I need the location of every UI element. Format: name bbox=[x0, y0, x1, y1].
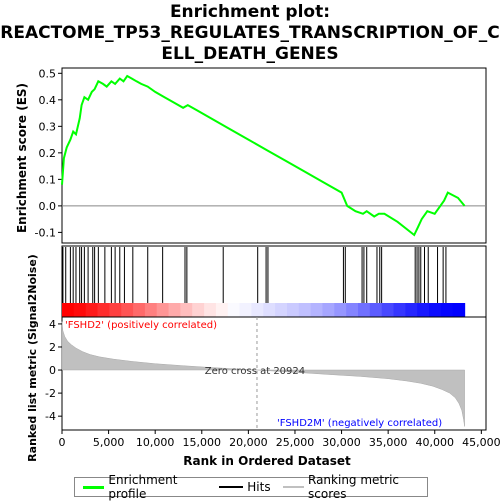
color-bar-bin bbox=[393, 303, 406, 317]
es-plot-frame bbox=[61, 67, 487, 244]
color-bar-bin bbox=[346, 303, 359, 317]
color-bar-bin bbox=[440, 303, 454, 317]
color-bar-bin bbox=[452, 303, 466, 317]
es-y-tick-label: 0.1 bbox=[39, 173, 57, 186]
x-tick-label: 5,000 bbox=[93, 436, 125, 449]
es-y-tick-label: -0.1 bbox=[35, 226, 56, 239]
color-bar-bin bbox=[286, 303, 300, 317]
legend-item-enrichment-profile: Enrichment profile bbox=[83, 473, 207, 501]
chart-title: Enrichment plot: REACTOME_TP53_REGULATES… bbox=[0, 2, 500, 65]
color-bar-bin bbox=[168, 303, 182, 317]
es-axis-title: Enrichment score (ES) bbox=[15, 83, 29, 233]
chart-title-line-1: Enrichment plot: bbox=[169, 2, 331, 22]
color-bar-bin bbox=[251, 303, 264, 317]
legend: Enrichment profile Hits Ranking metric s… bbox=[74, 473, 428, 501]
legend-line-metric-icon bbox=[282, 486, 304, 488]
metric-y-tick-label: 0 bbox=[49, 364, 56, 377]
legend-item-ranking-metric: Ranking metric scores bbox=[282, 473, 427, 501]
color-bar-bin bbox=[310, 303, 324, 317]
negative-correlation-label: 'FSHD2M' (negatively correlated) bbox=[277, 418, 442, 429]
color-bar-bin bbox=[322, 303, 335, 317]
zero-cross-label: Zero cross at 20924 bbox=[205, 366, 305, 377]
color-bar-bin bbox=[417, 303, 430, 317]
positive-correlation-label: 'FSHD2' (positively correlated) bbox=[65, 320, 217, 331]
color-bar-bin bbox=[227, 303, 241, 317]
legend-line-hits-icon bbox=[219, 486, 244, 488]
color-bar-bin bbox=[192, 303, 205, 317]
metric-y-tick-label: -4 bbox=[45, 410, 56, 423]
metric-y-tick-label: 2 bbox=[49, 341, 56, 354]
color-bar-bin bbox=[239, 303, 253, 317]
ranked-metric-panel: -4 -2 0 2 4 0 5,000 10,000 15,000 20,000 25,000 30,… bbox=[45, 316, 500, 449]
color-bar-bin bbox=[429, 303, 442, 317]
color-bar-bin bbox=[144, 303, 158, 317]
color-bar-bin bbox=[73, 303, 87, 317]
color-bar-bin bbox=[180, 303, 193, 317]
enrichment-score-panel: -0.1 0.0 0.1 0.2 0.3 0.4 0.5 bbox=[35, 67, 487, 244]
x-tick-label: 40,000 bbox=[415, 436, 454, 449]
color-bar-bin bbox=[298, 303, 312, 317]
color-bar-bin bbox=[369, 303, 383, 317]
es-y-tick-label: 0.3 bbox=[39, 120, 57, 133]
metric-y-tick-label: -2 bbox=[45, 387, 56, 400]
color-bar-bin bbox=[121, 303, 134, 317]
metric-axis-title: Ranked list metric (Signal2Noise) bbox=[26, 254, 39, 462]
color-bar-bin bbox=[215, 303, 229, 317]
es-y-tick-label: 0.5 bbox=[39, 67, 57, 80]
x-axis-title: Rank in Ordered Dataset bbox=[183, 454, 351, 468]
color-bar-bin bbox=[358, 303, 371, 317]
x-tick-label: 30,000 bbox=[322, 436, 361, 449]
color-bar-bin bbox=[85, 303, 99, 317]
legend-label-hits: Hits bbox=[247, 480, 271, 494]
color-bar-bin bbox=[62, 303, 75, 317]
legend-label-ranking-metric: Ranking metric scores bbox=[308, 473, 399, 501]
hits-panel bbox=[61, 245, 487, 318]
color-bar-bin bbox=[275, 303, 288, 317]
es-y-tick-label: 0.4 bbox=[39, 94, 57, 107]
legend-line-enrichment-icon bbox=[83, 485, 105, 489]
chart-title-line-3: ELL_DEATH_GENES bbox=[161, 44, 339, 64]
es-y-tick-label: 0.2 bbox=[39, 147, 57, 160]
x-tick-label: 15,000 bbox=[183, 436, 222, 449]
x-tick-label: 0 bbox=[59, 436, 66, 449]
color-bar-bin bbox=[97, 303, 110, 317]
metric-y-tick-label: 4 bbox=[49, 318, 56, 331]
legend-item-hits: Hits bbox=[219, 480, 271, 494]
color-bar-bin bbox=[109, 303, 122, 317]
color-bar-bin bbox=[263, 303, 276, 317]
color-bar-bin bbox=[133, 303, 146, 317]
es-y-tick-label: 0.0 bbox=[39, 200, 57, 213]
x-tick-label: 10,000 bbox=[136, 436, 175, 449]
color-bar-bin bbox=[156, 303, 170, 317]
x-tick-label: 25,000 bbox=[276, 436, 315, 449]
color-bar-bin bbox=[334, 303, 347, 317]
x-tick-label: 20,000 bbox=[229, 436, 268, 449]
chart-title-line-2: REACTOME_TP53_REGULATES_TRANSCRIPTION_OF… bbox=[0, 23, 500, 43]
x-tick-label: 35,000 bbox=[369, 436, 408, 449]
color-bar-bin bbox=[204, 303, 217, 317]
color-bar-bin bbox=[405, 303, 418, 317]
color-bar-bin bbox=[381, 303, 395, 317]
legend-label-enrichment-profile: Enrichment profile bbox=[108, 473, 178, 501]
ranking-metric-area bbox=[61, 321, 465, 427]
x-tick-label: 45,000 bbox=[462, 436, 500, 449]
enrichment-profile-line bbox=[61, 74, 466, 237]
